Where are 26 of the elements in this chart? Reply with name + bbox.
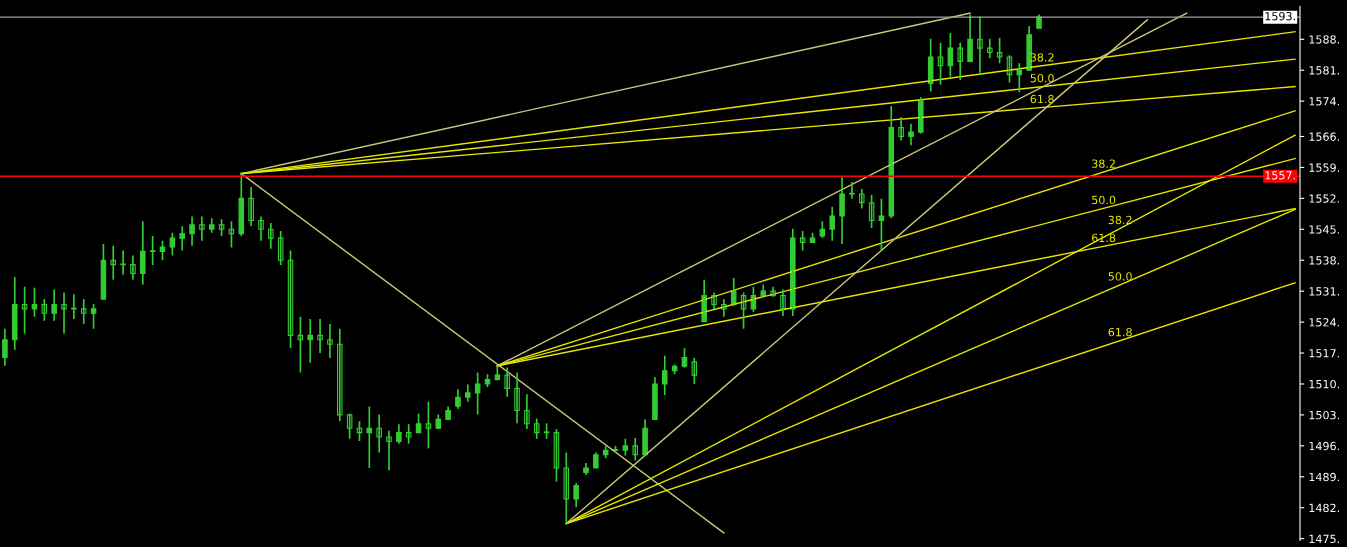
y-tick-label: 1531. [1309, 287, 1339, 296]
y-tick-label: 1545. [1309, 225, 1339, 234]
y-tick-label: 1475. [1309, 534, 1339, 544]
y-tick-label: 1524. [1309, 318, 1339, 327]
ref-line-label: 1557. [1265, 171, 1295, 180]
y-tick-label: 1538. [1309, 256, 1339, 265]
y-tick-label: 1552. [1309, 194, 1339, 203]
y-tick-label: 1503. [1309, 410, 1339, 420]
series-label: 38.2 [1108, 215, 1132, 225]
y-tick-label: 1559. [1309, 163, 1339, 172]
y-tick-label: 1566. [1309, 132, 1339, 141]
y-tick-label: 1510. [1309, 379, 1339, 389]
y-tick-label: 1482. [1309, 503, 1339, 513]
y-tick-label: 1588. [1309, 35, 1339, 44]
series-label: 50.0 [1092, 195, 1116, 205]
y-tick-label: 1489. [1309, 472, 1339, 482]
y-tick-label: 1581. [1309, 66, 1339, 75]
y-tick-label: 1574. [1309, 97, 1339, 106]
ref-line-label: 1593. [1265, 11, 1295, 21]
series-label: 50.0 [1030, 73, 1054, 83]
series-label: 61.8 [1030, 94, 1054, 104]
y-tick-label: 1496. [1309, 441, 1339, 451]
y-tick-label: 1517. [1309, 349, 1339, 358]
series-label: 61.8 [1108, 327, 1132, 337]
series-label: 50.0 [1108, 272, 1132, 281]
series-label: 38.2 [1092, 159, 1115, 168]
